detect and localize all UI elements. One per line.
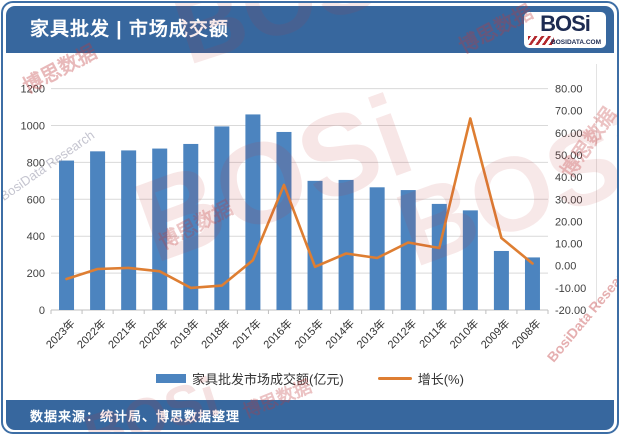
x-axis-category-label: 2008年 [509,316,544,351]
bar-2013年 [369,187,385,310]
legend-line-label: 增长(%) [417,372,464,387]
x-axis-category-label: 2014年 [322,316,357,351]
x-axis-category-label: 2016年 [260,316,295,351]
x-axis-category-label: 2020年 [136,316,171,351]
legend-item-bar: 家具批发市场成交额(亿元) [156,369,344,388]
bar-2022年 [90,151,106,310]
bar-2015年 [307,180,323,310]
chart-legend: 家具批发市场成交额(亿元) 增长(%) [6,369,614,388]
left-axis-tick-label: 0 [39,305,45,317]
bosi-logo: BOSi BOSIDATA.COM [524,12,606,48]
bar-2012年 [400,190,416,310]
chart-area: 0 200 400 600 800 1000 1200 -20.00 -10.00 0.00 10.… [6,6,614,399]
growth-line [65,117,534,290]
right-axis-tick-label: 70.00 [555,106,583,118]
bosi-logo-stripes-icon [528,36,554,45]
x-axis-category-label: 2022年 [74,316,109,351]
bar-2021年 [121,150,137,310]
right-axis-tick-label: 60.00 [555,128,583,140]
left-axis-tick-label: 600 [27,194,45,206]
data-source-text: 数据来源：统计局、博思数据整理 [30,408,241,424]
x-axis-category-label: 2010年 [446,316,481,351]
x-axis-category-label: 2023年 [43,316,78,351]
bar-2023年 [59,160,75,310]
x-axis-category-label: 2021年 [105,316,140,351]
left-axis-tick-label: 800 [27,157,45,169]
bar-2014年 [338,179,354,310]
right-axis-tick-label: 40.00 [555,172,583,184]
bar-2018年 [214,126,230,310]
legend-bar-swatch [156,374,187,383]
bar-2019年 [183,143,199,310]
right-axis-tick-label: 10.00 [555,239,583,251]
left-axis-tick-label: 1200 [21,84,45,96]
left-axis-tick-label: 1000 [21,121,45,133]
footer-bar: 数据来源：统计局、博思数据整理 [6,400,614,430]
header-bar: 家具批发 | 市场成交额 BOSi BOSIDATA.COM [6,6,614,53]
left-axis-tick-label: 400 [27,231,45,243]
right-axis-tick-label: -10.00 [555,283,586,295]
right-axis-tick-label: 50.00 [555,150,583,162]
legend-item-line: 增长(%) [377,369,464,388]
bosi-logo-site: BOSIDATA.COM [551,39,601,46]
x-axis-category-label: 2011年 [416,316,450,350]
legend-bar-label: 家具批发市场成交额(亿元) [192,372,344,387]
bar-2009年 [493,250,509,310]
right-axis-tick-label: -20.00 [555,305,586,317]
right-axis-tick-label: 0.00 [555,261,576,273]
x-axis-category-label: 2018年 [198,316,233,351]
bar-2020年 [152,148,168,310]
bar-2016年 [276,131,292,310]
combo-chart: 0 200 400 600 800 1000 1200 -20.00 -10.00 0.00 10.… [21,64,597,351]
bar-2010年 [462,210,478,310]
bosi-logo-text: BOSi [540,11,591,36]
left-axis-tick-label: 200 [27,268,45,280]
bar-2017年 [245,114,261,311]
x-axis-category-label: 2009年 [478,316,513,351]
right-axis-tick-label: 20.00 [555,216,583,228]
right-axis-tick-label: 30.00 [555,194,583,206]
x-axis-category-label: 2015年 [291,316,326,351]
x-axis-category-label: 2017年 [229,316,264,351]
x-axis-category-label: 2013年 [353,316,388,351]
x-axis-category-label: 2012年 [384,316,419,351]
bar-2011年 [431,203,447,310]
page-title: 家具批发 | 市场成交额 [30,19,229,40]
bar-2008年 [524,257,540,310]
x-axis-category-label: 2019年 [167,316,202,351]
right-axis-tick-label: 80.00 [555,84,583,96]
legend-line-swatch [377,377,412,380]
